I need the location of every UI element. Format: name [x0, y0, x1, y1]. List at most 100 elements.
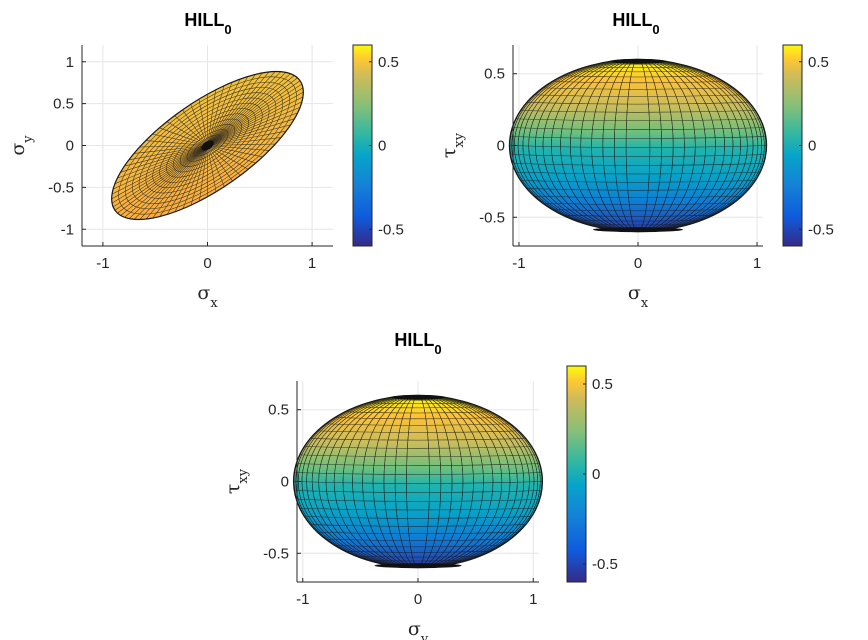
mesh-spoke — [207, 76, 249, 146]
y-tick-label: 0 — [281, 474, 289, 491]
mesh-spoke — [207, 145, 217, 192]
x-tick-label: -1 — [512, 255, 525, 272]
mesh-latitude — [293, 481, 543, 484]
mesh-latitude — [310, 438, 526, 441]
y-tick-label: 0.5 — [53, 96, 74, 113]
mesh-spoke — [207, 87, 304, 146]
mesh-spoke — [207, 145, 249, 170]
surface-mesh — [111, 71, 304, 220]
mesh-spoke — [166, 121, 208, 146]
y-axis-label-sub: xy — [452, 132, 467, 147]
mesh-latitude — [512, 127, 764, 130]
mesh-spoke — [111, 145, 208, 200]
mesh-latitude — [334, 417, 502, 420]
x-axis-label-main: σ — [197, 282, 210, 304]
mesh-latitude — [551, 209, 725, 212]
mesh-latitude — [355, 406, 481, 409]
colorbar-tick-label: 0.5 — [378, 54, 399, 71]
mesh-spoke — [207, 73, 291, 146]
mesh-latitude — [520, 180, 756, 183]
mesh-latitude — [325, 423, 511, 426]
mesh-spoke — [174, 145, 208, 213]
mesh-spoke — [182, 109, 208, 146]
y-tick-label: -1 — [61, 221, 74, 238]
mesh-latitude — [512, 163, 764, 166]
x-axis-label-sub: y — [420, 632, 429, 640]
mesh-spoke — [207, 91, 304, 146]
mesh-spoke — [207, 112, 298, 146]
mesh-latitude — [562, 75, 714, 78]
x-tick-label: 0 — [203, 255, 211, 272]
mesh-latitude — [526, 188, 750, 191]
surface-pole-bottom — [374, 563, 462, 569]
chart-title-sub: 0 — [224, 22, 231, 37]
x-axis-label-main: σ — [408, 618, 421, 640]
x-tick-label: 0 — [414, 591, 422, 608]
colorbar-tick-label: -0.5 — [808, 221, 834, 238]
mesh-latitude — [294, 490, 542, 493]
mesh-spoke — [207, 145, 241, 176]
mesh-spoke — [111, 145, 208, 204]
y-tick-label: 0 — [66, 138, 74, 155]
y-tick-label: -0.5 — [479, 209, 505, 226]
mesh-spoke — [112, 145, 208, 190]
mesh-spoke — [128, 145, 208, 161]
y-axis-label-main: τ — [222, 484, 244, 495]
mesh-spoke — [190, 104, 208, 146]
mesh-spoke — [207, 137, 282, 146]
y-axis-label: τxy — [438, 132, 467, 158]
mesh-spoke — [182, 145, 208, 209]
mesh-latitude — [304, 446, 532, 449]
y-tick-label: 0.5 — [268, 402, 289, 419]
yield-surface — [508, 58, 768, 233]
chart-title-main: HILL — [612, 10, 652, 30]
mesh-latitude — [317, 430, 519, 433]
mesh-spoke — [207, 71, 276, 146]
mesh-spoke — [114, 145, 208, 211]
chart-title: HILL0 — [394, 330, 441, 357]
mesh-spoke — [207, 89, 216, 146]
mesh-spoke — [145, 140, 208, 146]
mesh-latitude — [515, 171, 761, 175]
mesh-spoke — [152, 133, 208, 146]
colorbar-tick-label: 0 — [592, 466, 600, 483]
mesh-latitude — [573, 70, 703, 73]
colorbar-tick-label: -0.5 — [378, 221, 404, 238]
mesh-spoke — [117, 145, 208, 214]
mesh-latitude — [510, 154, 766, 157]
colorbar-tick-label: 0.5 — [808, 54, 829, 71]
x-tick-label: 1 — [753, 255, 761, 272]
mesh-latitude — [299, 454, 537, 458]
mesh-latitude — [520, 110, 756, 113]
mesh-spoke — [207, 124, 291, 146]
chart-title-sub: 0 — [434, 342, 441, 357]
mesh-latitude — [510, 136, 766, 139]
mesh-latitude — [317, 531, 519, 535]
mesh-spoke — [207, 85, 225, 146]
mesh-latitude — [542, 87, 734, 90]
mesh-spoke — [207, 145, 270, 151]
mesh-latitude — [296, 463, 540, 466]
mesh-spoke — [207, 72, 263, 146]
mesh-spoke — [133, 145, 208, 154]
mesh-spoke — [207, 143, 276, 146]
chart-title-sub: 0 — [652, 22, 659, 37]
y-axis-label-main: τ — [438, 148, 460, 159]
mesh-spoke — [199, 145, 208, 202]
mesh-spoke — [145, 145, 208, 220]
y-axis-label-main: σ — [7, 143, 29, 156]
mesh-spoke — [207, 145, 233, 182]
mesh-latitude — [533, 195, 743, 199]
mesh-spoke — [128, 145, 208, 219]
mesh-latitude — [515, 118, 761, 122]
mesh-spoke — [166, 145, 208, 215]
mesh-spoke — [207, 75, 295, 146]
mesh-latitude — [334, 545, 502, 548]
mesh-spoke — [113, 145, 208, 208]
mesh-spoke — [190, 145, 208, 206]
x-axis-label-sub: x — [641, 296, 649, 311]
mesh-spoke — [207, 83, 302, 146]
mesh-spoke — [139, 145, 208, 148]
colorbar-tick-label: 0.5 — [592, 376, 613, 393]
mesh-spoke — [207, 72, 287, 146]
